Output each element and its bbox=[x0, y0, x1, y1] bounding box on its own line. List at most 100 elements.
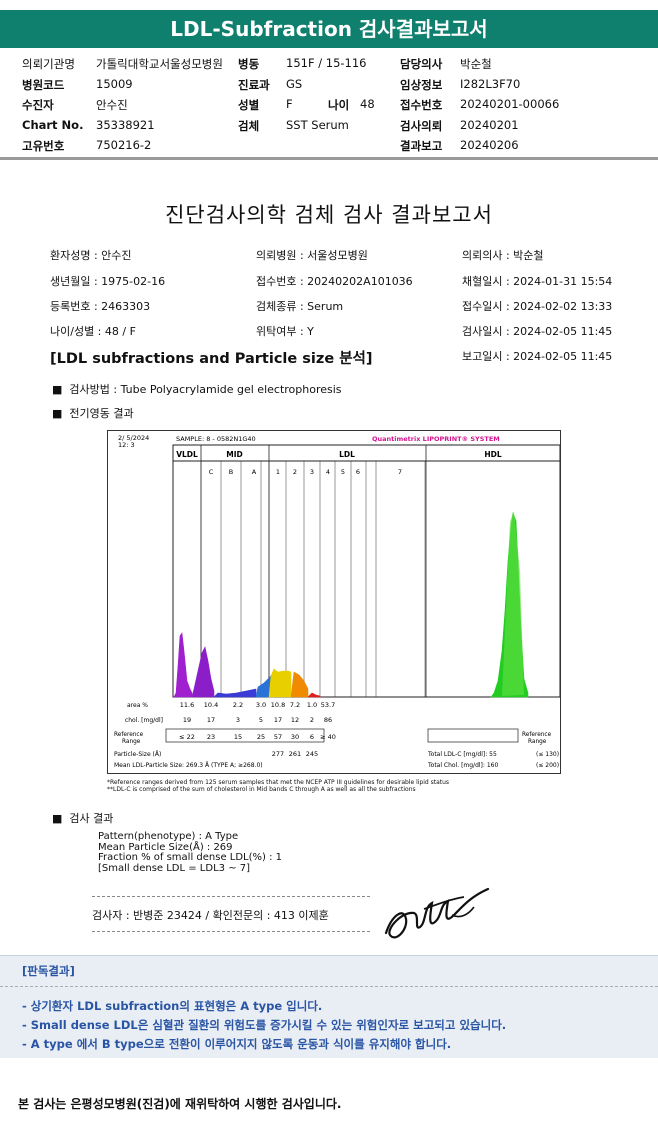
info-label: 진료과 bbox=[238, 78, 270, 92]
judgment-divider bbox=[0, 986, 658, 987]
method-text: 검사방법 : Tube Polyacrylamide gel electroph… bbox=[69, 383, 342, 396]
info-label: 병동 bbox=[238, 57, 260, 71]
result-line: [Small dense LDL = LDL3 ~ 7] bbox=[98, 862, 251, 874]
right-ref-label-line1: Reference bbox=[522, 732, 552, 738]
ref-value: 30 bbox=[291, 733, 299, 741]
total-ldl-text: Total LDL-C [mg/dl]: 55 bbox=[427, 751, 497, 758]
signer-text: 검사자 : 반병준 23424 / 확인전문의 : 413 이제훈 bbox=[92, 909, 329, 922]
patient-field: 검체종류 : Serum bbox=[256, 300, 344, 313]
info-value: GS bbox=[286, 77, 303, 91]
ldl-band-label: 1 bbox=[276, 468, 280, 476]
row-label-chol: chol. [mg/dl] bbox=[125, 717, 163, 724]
area-value: 53.7 bbox=[321, 701, 335, 709]
info-value: 48 bbox=[360, 97, 375, 111]
area-value: 3.0 bbox=[256, 701, 266, 709]
chart-sample: SAMPLE: 8 - 0582N1G40 bbox=[176, 435, 256, 443]
info-value: 박순철 bbox=[460, 57, 492, 71]
info-label: 병원코드 bbox=[22, 78, 65, 92]
ldl-band-label: 2 bbox=[293, 468, 297, 476]
patient-field: 나이/성별 : 48 / F bbox=[50, 325, 136, 338]
ref-value: 15 bbox=[234, 733, 242, 741]
chart-footnote: *Reference ranges derived from 125 serum… bbox=[107, 779, 449, 793]
chol-value: 5 bbox=[259, 716, 263, 724]
particle-size-value: 245 bbox=[306, 750, 318, 758]
particle-size-value: 277 bbox=[272, 750, 284, 758]
electrophoresis-svg: 2/ 5/2024 12: 3 SAMPLE: 8 - 0582N1G40 Qu… bbox=[114, 434, 561, 769]
particle-size-label: Particle-Size (Å) bbox=[114, 751, 161, 758]
info-label: 고유번호 bbox=[22, 139, 65, 153]
info-value: 안수진 bbox=[96, 98, 128, 112]
ldl-band-label: 6 bbox=[356, 468, 360, 476]
band-label-ldl: LDL bbox=[339, 450, 355, 459]
band-label-hdl: HDL bbox=[484, 450, 502, 459]
ldl-band-label: 3 bbox=[310, 468, 314, 476]
peak-mid-b bbox=[213, 688, 257, 698]
chart-date-line1: 2/ 5/2024 bbox=[118, 434, 149, 442]
judgment-line: - A type 에서 B type으로 전환이 이루어지지 않도록 운동과 식… bbox=[22, 1037, 452, 1051]
info-label: 나이 bbox=[328, 98, 350, 112]
report-header-title: LDL-Subfraction 검사결과보고서 bbox=[0, 10, 658, 48]
info-label: 검사의뢰 bbox=[400, 119, 443, 133]
peak-ldl1 bbox=[268, 668, 292, 698]
result-line: Pattern(phenotype) : A Type bbox=[98, 831, 239, 842]
info-value: F bbox=[286, 97, 293, 111]
peak-hdl-highlight bbox=[502, 511, 524, 696]
ref-value: 6 bbox=[310, 733, 314, 741]
judgment-panel: [판독결과] - 상기환자 LDL subfraction의 표현형은 A ty… bbox=[0, 955, 658, 1058]
signer-block: 검사자 : 반병준 23424 / 확인전문의 : 413 이제훈 bbox=[92, 896, 370, 932]
peak-vldl bbox=[173, 632, 193, 698]
patient-field: 채혈일시 : 2024-01-31 15:54 bbox=[462, 275, 613, 288]
result-block: Pattern(phenotype) : A Type Mean Particl… bbox=[98, 831, 282, 874]
patient-field: 의뢰병원 : 서울성모병원 bbox=[256, 249, 368, 262]
method-bullet: ■ 검사방법 : Tube Polyacrylamide gel electro… bbox=[52, 383, 342, 396]
mean-size-text: Mean LDL-Particle Size: 269.3 Å (TYPE A;… bbox=[114, 762, 263, 769]
patient-field: 환자성명 : 안수진 bbox=[50, 249, 132, 262]
row-label-area: area % bbox=[127, 702, 148, 709]
electro-bullet: ■ 전기영동 결과 bbox=[52, 407, 134, 420]
area-value: 10.8 bbox=[271, 701, 285, 709]
info-value: 750216-2 bbox=[96, 138, 152, 152]
info-label: 결과보고 bbox=[400, 139, 443, 153]
chol-value: 19 bbox=[183, 716, 191, 724]
ref-box-right bbox=[427, 728, 519, 743]
chol-value: 17 bbox=[274, 716, 282, 724]
report-title: 진단검사의학 검체 검사 결과보고서 bbox=[165, 203, 493, 227]
chol-value: 3 bbox=[236, 716, 240, 724]
info-label: 임상정보 bbox=[400, 78, 443, 92]
judgment-title: [판독결과] bbox=[22, 964, 75, 978]
info-label: 의뢰기관명 bbox=[22, 57, 75, 71]
info-value: 20240201 bbox=[460, 118, 519, 132]
band-label-vldl: VLDL bbox=[176, 450, 198, 459]
ref-box-left bbox=[165, 728, 325, 743]
area-value: 7.2 bbox=[290, 701, 300, 709]
info-label: Chart No. bbox=[22, 118, 84, 132]
info-value: 15009 bbox=[96, 77, 133, 91]
ref-value: ≤ 22 bbox=[179, 733, 195, 741]
info-value: 20240206 bbox=[460, 138, 519, 152]
patient-field: 보고일시 : 2024-02-05 11:45 bbox=[462, 350, 613, 363]
peak-ldl3 bbox=[307, 692, 321, 698]
info-value: 가톨릭대학교서울성모병원 bbox=[96, 57, 223, 71]
chol-value: 12 bbox=[291, 716, 299, 724]
chart-date-line2: 12: 3 bbox=[118, 441, 135, 449]
particle-size-value: 261 bbox=[289, 750, 301, 758]
info-value: 20240201-00066 bbox=[460, 97, 560, 111]
chart-system: Quantimetrix LIPOPRINT® SYSTEM bbox=[372, 435, 500, 443]
signature-image bbox=[384, 887, 490, 939]
patient-field: 접수번호 : 20240202A101036 bbox=[256, 275, 413, 288]
peak-mid-c bbox=[191, 646, 215, 698]
footnote-line: *Reference ranges derived from 125 serum… bbox=[107, 779, 450, 786]
electrophoresis-chart: 2/ 5/2024 12: 3 SAMPLE: 8 - 0582N1G40 Qu… bbox=[107, 430, 561, 774]
area-value: 1.0 bbox=[307, 701, 317, 709]
ref-value: ≥ 40 bbox=[320, 733, 336, 741]
ref-value: 25 bbox=[257, 733, 265, 741]
patient-field: 등록번호 : 2463303 bbox=[50, 300, 151, 313]
ref-label-line2: Range bbox=[122, 739, 141, 745]
patient-field: 위탁여부 : Y bbox=[256, 325, 314, 338]
info-label: 수진자 bbox=[22, 98, 54, 112]
patient-field: 의뢰의사 : 박순철 bbox=[462, 249, 544, 262]
right-ref-label-line2: Range bbox=[528, 739, 547, 745]
total-chol-ref: (≤ 200) bbox=[536, 762, 559, 769]
info-value: 151F / 15-116 bbox=[286, 56, 367, 70]
